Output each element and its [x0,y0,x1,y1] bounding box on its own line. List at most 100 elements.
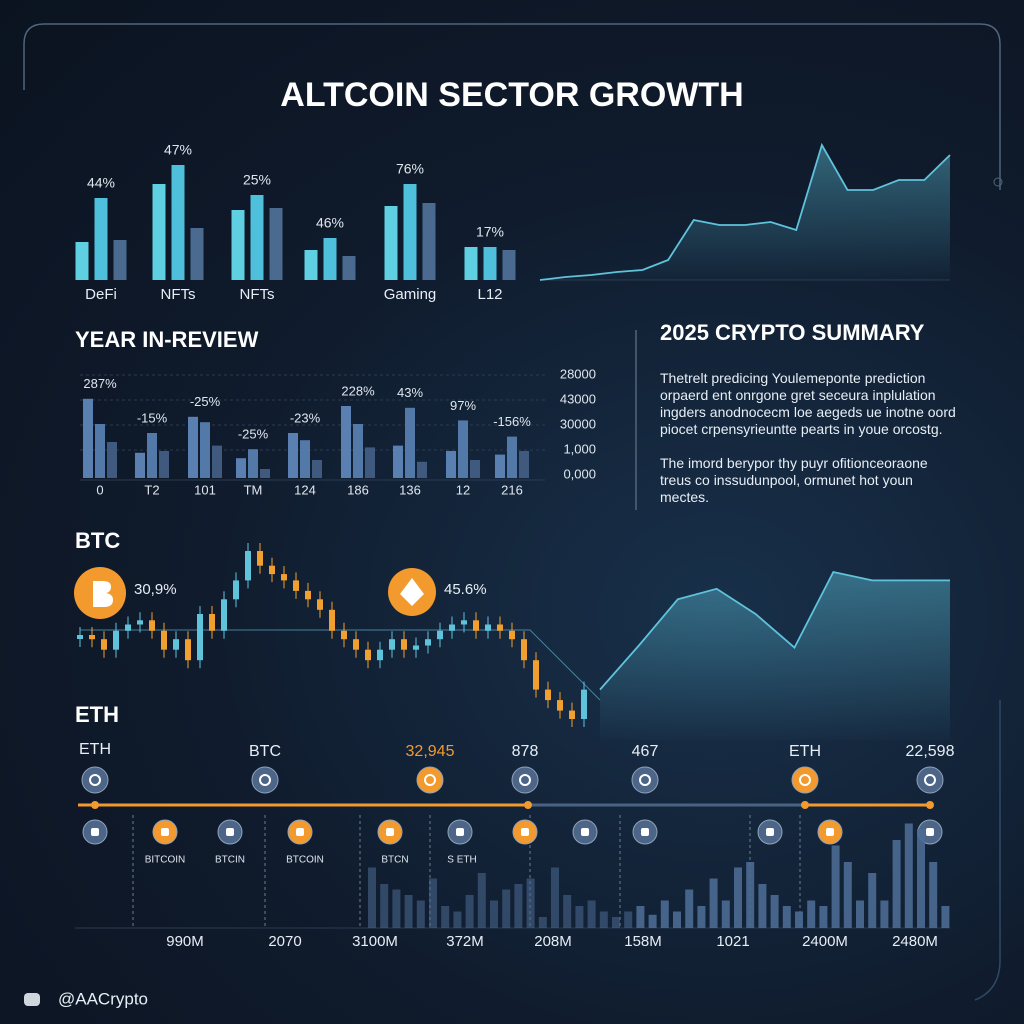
timeline-icon [416,766,444,794]
bar [312,460,322,478]
x-tick-label: 124 [294,482,316,497]
timeline-label: 32,945 [406,743,455,760]
value-label: 43% [397,385,423,400]
volume-bar [941,906,950,928]
bar [147,433,157,478]
bar [94,198,108,280]
area-line [539,142,951,281]
axis-label: 43000 [560,391,596,406]
candle [221,599,227,631]
volume-bar [575,906,584,928]
bar [507,436,517,478]
bar [464,247,478,280]
timeline-label: ETH [789,743,821,760]
volume-bar [453,911,462,928]
value-label: -15% [137,410,168,425]
volume-bar [770,895,779,928]
value-label: -25% [190,394,221,409]
candle [509,630,515,640]
volume-bar [514,884,523,928]
candle [293,580,299,591]
icon-glyph [161,828,169,836]
coin-glyph [93,581,113,607]
bar [502,250,516,280]
x-axis-label: 208M [534,933,572,950]
candle [413,645,419,650]
bar [231,210,245,280]
x-tick-label: 0 [96,482,103,497]
x-axis-label: 372M [446,933,484,950]
candle [185,639,191,661]
volume-bar [416,900,425,928]
x-axis-label: 990M [166,933,204,950]
candle [581,689,587,719]
icon-glyph [89,774,101,786]
volume-bar [380,884,389,928]
value-label: 44% [87,175,115,191]
icon-glyph [639,774,651,786]
area-line [599,570,950,691]
frame [23,23,1001,190]
x-tick-label: NFTs [161,286,196,303]
bar [190,228,204,280]
timeline-label: ETH [79,741,111,758]
section-title: BTC [75,528,120,553]
bar [107,442,117,478]
volume-bar [929,862,938,928]
summary-paragraph: Thetrelt predicing Youlemeponte predicti… [660,370,956,437]
icon-glyph [259,774,271,786]
timeline-icon [251,766,279,794]
coin-glyph [400,578,424,606]
candle [389,639,395,650]
candle [257,551,263,566]
value-label: 46% [316,215,344,231]
x-axis-label: 2400M [802,933,848,950]
volume-bar [880,900,889,928]
volume-bar [807,900,816,928]
volume-bar [831,845,840,928]
volume-bar [892,840,901,928]
volume-bar [819,906,828,928]
bar [519,451,529,478]
x-tick-label: DeFi [85,286,117,303]
bar [393,445,403,478]
candle [197,614,203,661]
candle [113,630,119,650]
bar [113,240,127,280]
bar [248,449,258,478]
bar [365,447,375,478]
candle [245,551,251,581]
x-tick-label: NFTs [240,286,275,303]
value-label: -23% [290,410,321,425]
x-tick-label: L12 [477,286,502,303]
candle [401,639,407,650]
value-label: 17% [476,224,504,240]
volume-bar [624,911,633,928]
candle [281,574,287,581]
volume-bar [368,867,376,928]
candle [233,580,239,600]
candle [437,630,443,640]
timeline-label: BTC [249,743,281,760]
axis-label: 1,000 [563,441,596,456]
candle [485,624,491,631]
page-title: ALTCOIN SECTOR GROWTH [280,76,743,114]
icon-glyph [296,828,304,836]
candle [353,639,359,650]
x-axis-label: 1021 [716,933,749,950]
volume-bar [795,911,803,928]
footer-handle: @AACrypto [58,989,148,1008]
volume-bar [392,889,401,928]
area-fill [540,145,950,280]
volume-bar [563,895,572,928]
candle [521,639,527,661]
volume-bar [404,895,413,928]
icon-glyph [386,828,394,836]
timeline-sub-label: BITCOIN [145,855,186,866]
volume-bar [648,914,657,928]
volume-bar [490,900,498,928]
bar [342,256,356,280]
icon-glyph [641,828,649,836]
candle [461,620,467,625]
